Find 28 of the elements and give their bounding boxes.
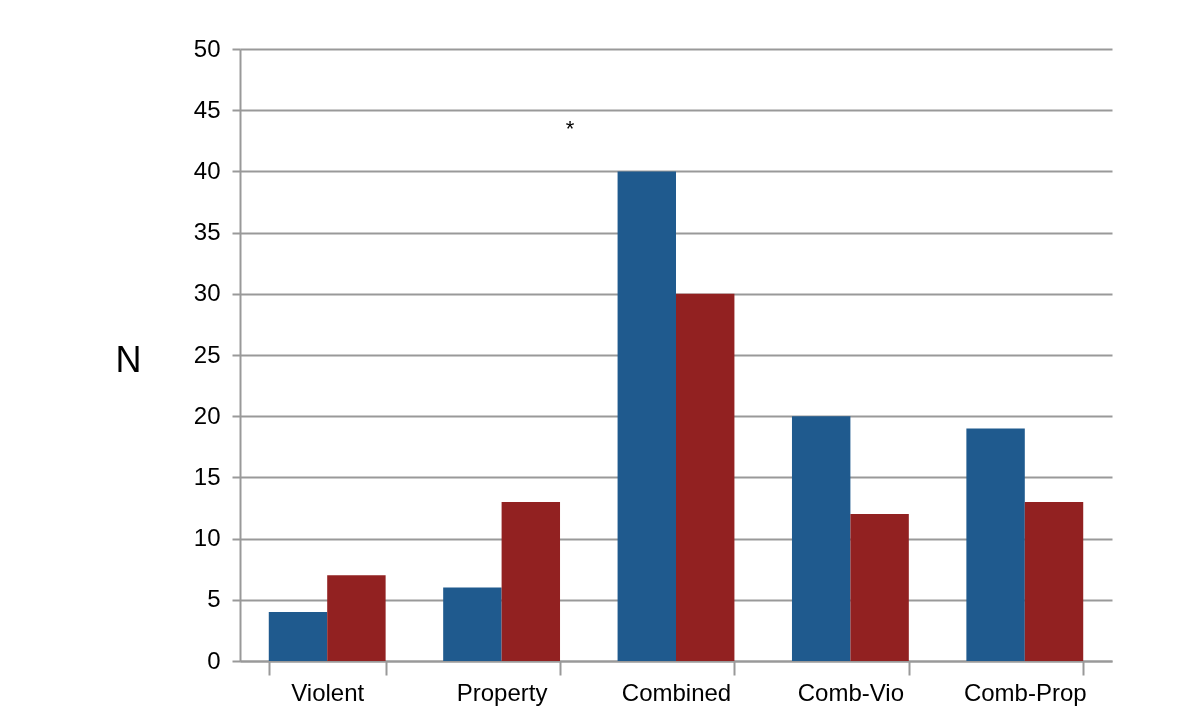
x-tick-label: Comb-Prop — [963, 678, 1087, 706]
x-tick-label: Violent — [291, 678, 365, 706]
bar — [617, 171, 676, 661]
y-axis-title: N — [115, 338, 142, 380]
bar — [966, 428, 1025, 661]
bar — [327, 575, 386, 661]
y-tick-label: 30 — [193, 279, 221, 307]
bar — [791, 416, 851, 661]
x-tick-label: Property — [456, 678, 548, 706]
y-tick-label: 35 — [193, 218, 221, 246]
bar — [676, 293, 735, 661]
annotation: * — [565, 116, 575, 141]
y-tick-label: 15 — [193, 462, 221, 490]
bar — [268, 612, 328, 661]
bar — [501, 501, 561, 661]
bar — [850, 514, 909, 661]
y-tick-label: 45 — [193, 95, 221, 123]
y-tick-label: 20 — [193, 401, 221, 429]
y-tick-label: 10 — [193, 524, 221, 552]
y-tick-label: 40 — [193, 156, 221, 184]
bar — [1024, 501, 1084, 661]
y-tick-label: 50 — [193, 34, 221, 62]
y-tick-label: 25 — [193, 340, 221, 368]
x-tick-label: Comb-Vio — [797, 678, 905, 706]
bar — [443, 587, 502, 661]
y-tick-label: 0 — [207, 646, 221, 674]
x-tick-label: Combined — [621, 678, 732, 706]
y-tick-label: 5 — [207, 585, 221, 613]
